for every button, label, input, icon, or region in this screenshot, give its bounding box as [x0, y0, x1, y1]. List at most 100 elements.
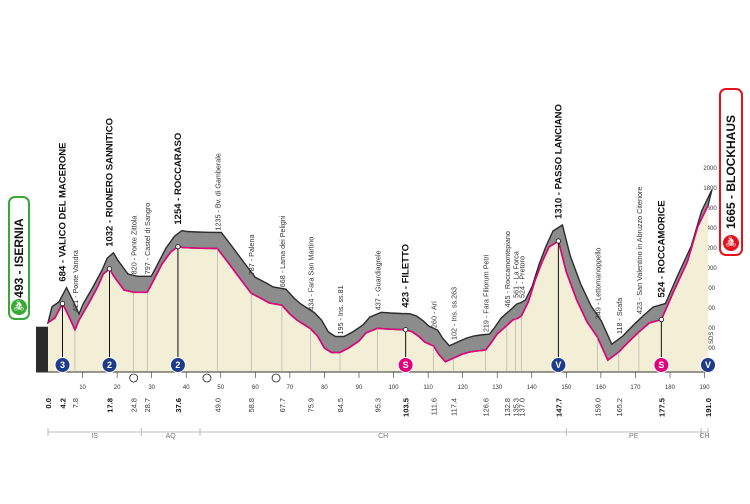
summit-dot — [59, 300, 66, 307]
km-label: 103.5 — [402, 397, 411, 417]
km-label: 7.8 — [71, 398, 80, 408]
scale-tick-label: 1400 — [703, 226, 717, 232]
climb-marker — [700, 357, 716, 373]
axis-tick-label: 130 — [492, 385, 503, 391]
km-label: 117.4 — [450, 398, 459, 416]
finish-box: 1665 - BLOCKHAUS 🚴︎ — [719, 88, 743, 256]
elev-label: 118 - Scafa — [615, 298, 624, 334]
region-code: IS — [91, 433, 98, 440]
km-label: 24.8 — [130, 398, 139, 412]
km-label: 84.5 — [336, 398, 345, 412]
marker-label: V — [555, 360, 561, 370]
elev-label: 434 - Fara San Martino — [306, 237, 315, 311]
axis-tick-label: 40 — [183, 385, 190, 391]
scale-tick-label: 1800 — [703, 186, 717, 192]
elev-label: 797 - Castel di Sangro — [143, 203, 152, 275]
elev-label: 561 - La Forca — [512, 251, 521, 298]
climb-marker — [54, 357, 71, 373]
marker-label: S — [658, 360, 664, 370]
region-code: AQ — [166, 433, 177, 440]
km-label: 137.0 — [517, 398, 526, 417]
km-label: 75.9 — [306, 398, 315, 412]
summit-dot — [658, 316, 664, 323]
finish-title: 1665 - BLOCKHAUS — [724, 114, 738, 230]
climb-marker — [550, 357, 567, 373]
summit-dot — [106, 266, 113, 272]
axis-tick-label: 120 — [458, 385, 469, 391]
elev-label: 1254 - ROCCARASO — [173, 133, 184, 225]
elev-label: 820 - Ponte Zittola — [130, 216, 139, 275]
target-icon — [271, 373, 281, 383]
km-label: 191.0 — [704, 398, 713, 417]
start-box: 493 - ISERNIA 🚴︎ — [8, 196, 30, 320]
start-name: ISERNIA — [12, 218, 26, 267]
km-label: 126.6 — [482, 398, 491, 417]
elev-label: 465 - Roccamontepiano — [503, 231, 512, 307]
climb-marker — [101, 357, 118, 373]
km-label: 177.5 — [657, 397, 666, 417]
scale-tick-label: 800 — [705, 286, 716, 292]
axis-tick-label: 50 — [217, 385, 224, 391]
axis-tick-label: 140 — [527, 385, 538, 391]
scale-tick-label: 1000 — [703, 266, 717, 272]
axis-tick-label: 10 — [79, 385, 86, 391]
scale-tick-label: 600 — [705, 306, 716, 312]
axis-tick-label: 110 — [423, 385, 433, 391]
scale-tick-label: 2000 — [703, 166, 717, 172]
elev-label: 437 - Guardiagrele — [373, 250, 382, 310]
bike-icon: 🚴︎ — [11, 299, 27, 315]
km-label: 28.7 — [143, 398, 152, 412]
elev-label: 102 - Ins. ss.263 — [450, 287, 459, 340]
elev-label: 524 - ROCCAMORICE — [656, 200, 667, 297]
sprint-marker — [653, 357, 670, 373]
scale-tick-label: 200 — [705, 346, 716, 352]
axis-tick-label: 170 — [630, 385, 641, 391]
marker-label: 2 — [107, 360, 112, 370]
start-elev: 493 — [12, 277, 26, 298]
finish-elev: 1665 — [724, 202, 738, 230]
elev-label: 219 - Fara Filiorum Petri — [482, 254, 491, 332]
km-label: 95.3 — [373, 398, 382, 412]
axis-tick-label: 190 — [700, 385, 711, 391]
start-title: 493 - ISERNIA — [12, 218, 26, 298]
marker-label: 2 — [175, 360, 180, 370]
km-label: 135.3 — [512, 398, 521, 417]
elev-label: 195 - Ins. ss.81 — [336, 285, 345, 334]
elev-label: 423 - FILETTO — [401, 244, 412, 308]
region-code: CH — [378, 433, 388, 440]
elevation-labels: 684 - VALICO DEL MACERONE 421 - Ponte Van… — [58, 104, 668, 340]
altitude-scale: 2000 1800 1600 1400 1200 1000 800 600 400 200 SDS — [703, 166, 717, 352]
elev-label: 423 - San Valentino in Abruzzo Citeriore — [635, 187, 644, 314]
summit-dot — [555, 238, 561, 244]
elev-label: 684 - VALICO DEL MACERONE — [58, 143, 69, 282]
region-code: PE — [629, 433, 639, 440]
axis-tick-label: 100 — [389, 385, 400, 391]
axis-tick-label: 80 — [321, 385, 328, 391]
region-code: CH — [699, 433, 709, 440]
profile-fill — [48, 205, 708, 372]
km-label: 111.6 — [430, 398, 439, 415]
elev-label: 1032 - RIONERO SANNITICO — [105, 118, 116, 247]
climb-sprint-markers: 3 2 2 S V S V — [54, 357, 716, 383]
climb-marker — [169, 357, 186, 373]
axis-tick-label: 70 — [287, 385, 294, 391]
summit-dot — [403, 327, 409, 333]
scale-tick-label: 1600 — [703, 206, 717, 212]
axis-tick-label: 150 — [561, 385, 572, 391]
elev-label: 349 - Lettomanoppello — [593, 248, 602, 320]
elev-label: 260 - Ari — [430, 301, 439, 328]
km-labels: 0.0 4.2 7.8 17.8 24.8 28.7 37.6 49.0 58.8 67.7 75.… — [44, 397, 713, 417]
marker-label: 3 — [60, 360, 65, 370]
marker-label: S — [403, 360, 409, 370]
scale-tick-label: 1200 — [703, 246, 717, 252]
distance-axis: 10 20 30 40 50 60 70 80 90 100 110 120 130 140 150 160 1… — [79, 372, 710, 391]
elev-label: 668 - Lama dei Peligni — [278, 215, 287, 287]
km-label: 0.0 — [44, 398, 53, 409]
axis-tick-label: 90 — [356, 385, 363, 391]
km-label: 17.8 — [106, 398, 115, 413]
axis-tick-label: 60 — [252, 385, 259, 391]
axis-tick-label: 180 — [665, 385, 676, 391]
elev-label: 524 - Pretoro — [517, 256, 526, 298]
